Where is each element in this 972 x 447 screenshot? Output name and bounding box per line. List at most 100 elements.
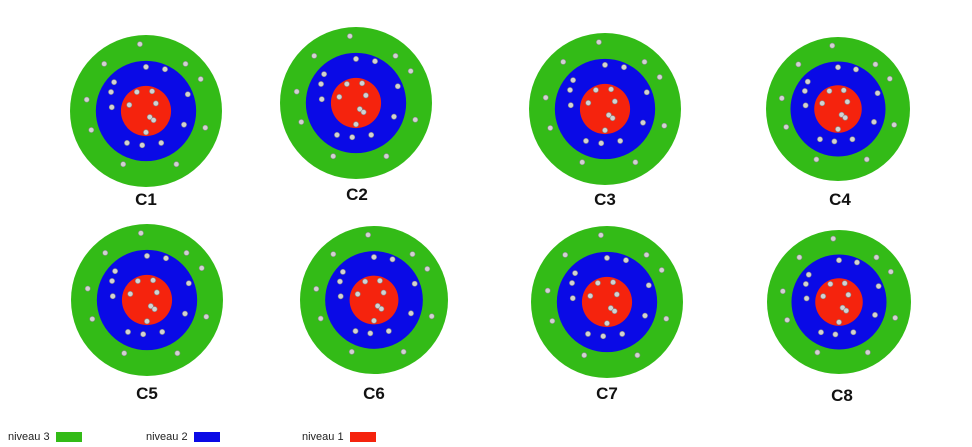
node-dot — [598, 232, 604, 239]
node-dot — [143, 129, 149, 136]
node-dot — [151, 306, 158, 313]
node-dot — [802, 102, 809, 109]
node-dot — [872, 312, 878, 318]
node-dot — [330, 251, 337, 258]
node-dot — [569, 295, 576, 302]
node-dot — [337, 278, 343, 285]
node-dot — [202, 124, 209, 131]
node-dot — [321, 71, 327, 78]
legend-label: niveau 1 — [302, 431, 344, 443]
node-dot — [645, 282, 652, 289]
node-dot — [832, 331, 839, 338]
node-dot — [818, 329, 824, 336]
node-dot — [801, 88, 808, 94]
node-dot — [587, 293, 594, 299]
node-dot — [89, 316, 96, 322]
node-dot — [829, 42, 836, 49]
node-dot — [371, 254, 377, 260]
node-dot — [181, 121, 187, 128]
node-dot — [150, 277, 156, 284]
concentric-diagram-c4 — [766, 37, 910, 181]
node-dot — [560, 58, 567, 65]
node-dot — [378, 305, 385, 312]
node-dot — [617, 138, 624, 144]
node-dot — [311, 52, 318, 59]
node-dot — [109, 293, 116, 300]
node-dot — [371, 317, 377, 324]
node-dot — [619, 331, 626, 337]
ring-level-1 — [579, 83, 631, 135]
node-dot — [147, 303, 154, 309]
legend-item-niveau-3: niveau 3 — [8, 430, 82, 444]
node-dot — [610, 279, 616, 286]
node-dot — [408, 310, 414, 317]
legend-swatch — [193, 432, 220, 442]
node-dot — [784, 317, 791, 323]
node-dot — [313, 285, 320, 292]
node-dot — [643, 251, 650, 258]
node-dot — [362, 278, 369, 285]
node-dot — [389, 256, 396, 263]
node-dot — [383, 153, 390, 160]
node-dot — [783, 124, 790, 130]
node-dot — [391, 113, 397, 120]
node-dot — [356, 106, 363, 112]
legend-label: niveau 3 — [8, 431, 50, 443]
node-dot — [334, 132, 340, 138]
node-dot — [853, 66, 859, 73]
node-dot — [138, 230, 144, 237]
node-dot — [182, 60, 189, 67]
node-dot — [819, 100, 826, 107]
concentric-diagram-c1 — [70, 35, 222, 187]
node-dot — [813, 156, 820, 163]
chart-label-c7: C7 — [596, 384, 618, 403]
node-dot — [197, 76, 204, 82]
node-dot — [343, 81, 350, 87]
node-dot — [394, 83, 401, 90]
node-dot — [572, 270, 578, 277]
node-dot — [120, 161, 127, 168]
node-dot — [831, 138, 838, 145]
node-dot — [814, 349, 821, 356]
node-dot — [360, 109, 367, 116]
node-dot — [579, 159, 586, 166]
node-dot — [153, 289, 160, 296]
node-dot — [820, 293, 827, 300]
node-dot — [150, 117, 157, 124]
node-dot — [144, 318, 150, 325]
node-dot — [850, 329, 857, 336]
node-dot — [849, 136, 856, 143]
node-dot — [183, 249, 190, 256]
chart-label-c3: C3 — [594, 190, 616, 209]
node-dot — [367, 330, 374, 337]
node-dot — [108, 89, 114, 95]
node-dot — [146, 114, 153, 120]
node-dot — [317, 315, 324, 322]
node-dot — [609, 115, 616, 122]
node-dot — [124, 140, 130, 146]
node-dot — [348, 348, 355, 355]
node-dot — [891, 121, 898, 128]
concentric-diagram-c3 — [529, 33, 681, 185]
node-dot — [611, 308, 618, 315]
concentric-diagram-c7 — [531, 226, 683, 378]
concentric-diagram-c6 — [300, 226, 448, 374]
node-dot — [562, 251, 569, 258]
node-dot — [127, 291, 134, 297]
node-dot — [112, 268, 118, 275]
node-dot — [596, 39, 602, 46]
node-dot — [632, 159, 639, 166]
node-dot — [827, 281, 834, 287]
ring-level-1 — [349, 275, 399, 325]
node-dot — [600, 333, 607, 340]
node-dot — [409, 251, 416, 258]
ring-level-1 — [815, 278, 863, 326]
ring-level-1 — [330, 77, 382, 129]
node-dot — [140, 331, 147, 338]
node-dot — [365, 231, 371, 238]
chart-label-c5: C5 — [136, 384, 158, 403]
node-dot — [613, 291, 620, 298]
legend-item-niveau-1: niveau 1 — [302, 430, 376, 444]
node-dot — [203, 313, 210, 320]
legend-item-niveau-2: niveau 2 — [146, 430, 220, 444]
